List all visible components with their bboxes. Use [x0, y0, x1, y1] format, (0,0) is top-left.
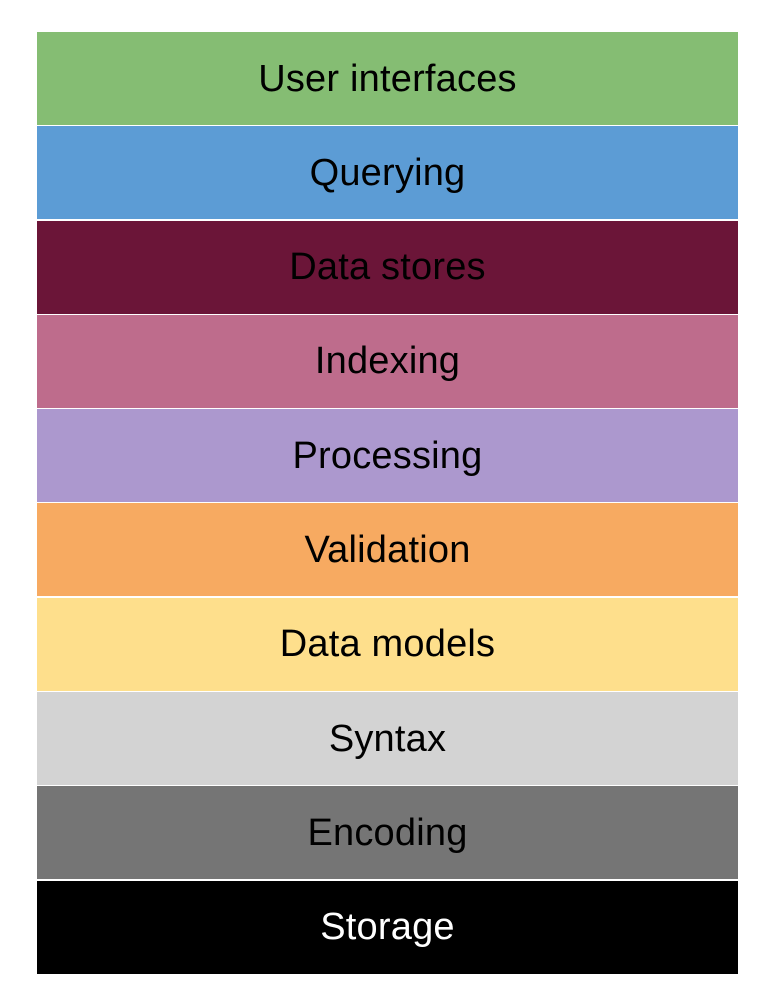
layer-querying: Querying: [37, 126, 738, 220]
layer-data-stores: Data stores: [37, 220, 738, 314]
layer-label: Processing: [292, 434, 483, 477]
layer-label: Validation: [304, 528, 471, 571]
layer-validation: Validation: [37, 503, 738, 597]
layer-label: Encoding: [307, 811, 468, 854]
layer-label: Querying: [309, 151, 466, 194]
layer-label: Data stores: [289, 246, 486, 289]
layer-user-interfaces: User interfaces: [37, 32, 738, 125]
layer-stack: User interfaces Querying Data stores Ind…: [37, 32, 738, 974]
layer-syntax: Syntax: [37, 692, 738, 786]
layer-processing: Processing: [37, 409, 738, 503]
layer-label: Data models: [279, 623, 496, 666]
layer-encoding: Encoding: [37, 786, 738, 880]
layer-label: Syntax: [328, 717, 447, 760]
layer-label: Indexing: [314, 340, 461, 383]
layer-storage: Storage: [37, 880, 738, 974]
layer-indexing: Indexing: [37, 314, 738, 408]
layer-label: User interfaces: [258, 57, 517, 100]
layer-label: Storage: [320, 906, 455, 949]
layer-data-models: Data models: [37, 597, 738, 691]
